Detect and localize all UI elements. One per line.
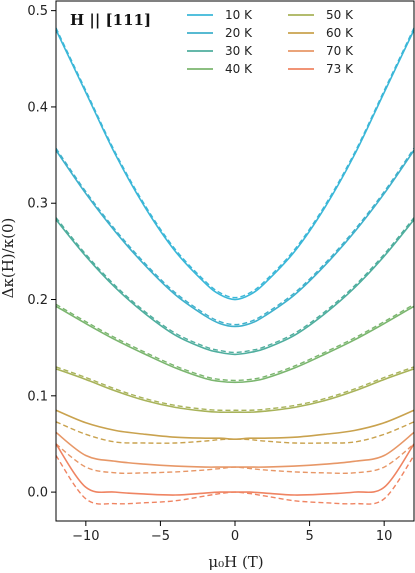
series-line-dashed: [55, 147, 415, 326]
legend-label: 40 K: [225, 62, 253, 76]
series-line: [55, 368, 415, 414]
legend-label: 50 K: [326, 8, 354, 22]
legend-label: 30 K: [225, 44, 253, 58]
x-tick-label: 10: [376, 529, 393, 544]
y-tick-label: 0.4: [27, 100, 48, 115]
y-tick-label: 0.0: [27, 486, 48, 501]
annotation-label: H || [111]: [70, 11, 151, 29]
series-line-dashed: [55, 366, 415, 412]
series-line-dashed: [55, 443, 415, 475]
series-line: [55, 443, 415, 496]
x-tick-label: 5: [305, 529, 313, 544]
x-tick-label: −10: [72, 529, 99, 544]
series-line: [55, 431, 415, 468]
legend-label: 20 K: [225, 26, 253, 40]
x-tick-label: −5: [151, 529, 170, 544]
series-line: [55, 305, 415, 384]
series-line-dashed: [55, 455, 415, 505]
series-line: [55, 29, 415, 301]
legend-label: 10 K: [225, 8, 253, 22]
legend-label: 60 K: [326, 26, 354, 40]
series-line: [55, 219, 415, 356]
legend-label: 73 K: [326, 62, 354, 76]
series-line: [55, 149, 415, 328]
series-line-dashed: [55, 421, 415, 444]
series-line-dashed: [55, 303, 415, 382]
plot-frame: [55, 0, 415, 522]
series-line-dashed: [55, 27, 415, 299]
y-tick-label: 0.5: [27, 4, 48, 19]
y-tick-label: 0.3: [27, 197, 48, 212]
x-axis-title: μ₀H (T): [208, 553, 263, 571]
series-line: [55, 409, 415, 440]
x-tick-label: 0: [231, 529, 239, 544]
y-axis-title: Δκ(H)/κ(0): [0, 218, 17, 299]
y-tick-label: 0.2: [27, 293, 48, 308]
axis-ticks: −10 −5 0 5 10 0.0 0.1 0.2 0.3 0.4 0.5: [27, 4, 392, 544]
legend: 10 K 20 K 30 K 40 K 50 K 60 K 70 K 73 K: [187, 8, 354, 76]
legend-label: 70 K: [326, 44, 354, 58]
series-layer: [55, 27, 415, 505]
y-tick-label: 0.1: [27, 389, 48, 404]
series-line-dashed: [55, 217, 415, 354]
